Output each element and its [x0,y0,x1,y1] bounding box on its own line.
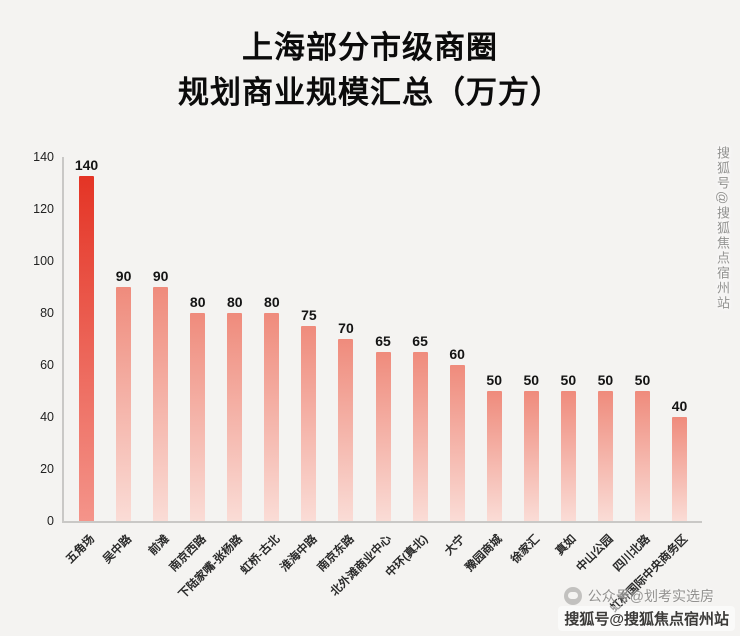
bar-column: 80 南京西路 [167,157,216,574]
chat-bubble-icon [563,587,582,605]
bar-value-label: 50 [634,372,651,388]
bar-column: 70 南京东路 [316,157,364,574]
bar [597,391,613,521]
y-axis-tick-label: 0 [47,514,54,528]
bar-value-label: 50 [560,372,577,388]
bar-value-label: 90 [152,268,169,284]
y-axis-tick-label: 100 [33,254,54,268]
bar-value-label: 60 [449,346,465,362]
bar-column: 65 北外滩商业中心 [328,157,402,599]
bar-value-label: 140 [74,157,99,173]
bar [190,313,206,521]
bar [375,352,391,521]
bar-column: 75 淮海中路 [279,157,327,574]
bar-column: 50 真如 [550,157,587,558]
x-axis-label: 徐家汇 [509,533,542,567]
chart-title-line2: 规划商业规模汇总（万方） [178,74,562,110]
bar-value-label: 50 [486,372,502,388]
x-axis-label: 前滩 [146,533,172,558]
bar-column: 40 虹桥国际中央商务区 [608,157,698,615]
y-axis-tick-label: 80 [40,306,54,320]
bar-value-label: 80 [189,294,206,310]
bar-value-label: 40 [671,398,688,414]
bar-value-label: 80 [264,294,280,310]
bar [264,313,280,521]
bar [560,391,576,521]
bar [634,391,650,521]
x-axis-label: 豫园商城 [463,533,505,575]
x-axis-label: 真如 [554,533,579,558]
bar [523,391,539,521]
bar-value-label: 50 [523,372,540,388]
bar-chart: 0 20 40 60 80 100 120 140 140 五角场 90 吴中路 90 前滩 80 南京西路… [33,150,702,615]
bar-column: 90 前滩 [142,157,179,558]
y-axis-tick-label: 20 [40,462,54,476]
bar-column: 65 中环(真北) [384,157,439,580]
y-axis-tick-label: 140 [33,150,54,164]
bar-column: 80 虹桥-古北 [239,157,290,577]
bar [486,391,502,521]
watermark-sohu: 搜狐号@搜狐焦点宿州站 [558,606,735,631]
bar-value-label: 65 [412,333,428,349]
y-axis-tick-label: 40 [40,410,54,424]
bar [116,287,132,521]
bar-column: 50 豫园商城 [464,157,513,574]
bar-column: 50 中山公园 [575,157,624,574]
chart-title-line1: 上海部分市级商圈 [242,30,498,65]
watermark-vertical: 搜狐号@搜狐焦点宿州站 [715,146,730,312]
y-axis-tick-label: 120 [33,202,54,216]
bar [412,352,428,521]
x-axis-label: 吴中路 [101,533,135,567]
bar [227,313,243,521]
bar [338,339,354,521]
bar-column: 140 五角场 [64,157,105,566]
bar [301,326,317,521]
bar-column: 50 四川北路 [612,157,661,574]
bar-column: 80 下陆家嘴-张杨路 [177,157,253,601]
bar-column: 50 徐家汇 [509,157,550,566]
bar-value-label: 65 [375,333,391,349]
bar-column: 90 吴中路 [101,157,142,566]
x-axis-label: 中山公园 [575,533,617,575]
bar-value-label: 70 [338,320,354,336]
bar-value-label: 80 [226,294,243,310]
bar-column: 60 大宁 [439,157,476,558]
bar-value-label: 90 [115,268,132,284]
bar [79,176,95,521]
bar-value-label: 75 [301,307,317,323]
bar [449,365,465,521]
y-axis-tick-label: 60 [40,358,54,372]
x-axis-label: 五角场 [64,533,98,567]
plot-area: 140 五角场 90 吴中路 90 前滩 80 南京西路 80 下陆家嘴-张杨路 80 虹桥-古北 75… [64,157,702,615]
chart-title: 上海部分市级商圈 规划商业规模汇总（万方） [0,26,740,116]
bar [153,287,169,521]
watermark-gongzhonghao: 公众号@划考实选房 [563,586,714,606]
bar-value-label: 50 [597,372,614,388]
x-axis-label: 虹桥-古北 [238,533,283,577]
watermark-gongzhonghao-text: 公众号@划考实选房 [587,588,714,604]
bar [672,417,688,521]
x-axis-label: 淮海中路 [278,533,320,575]
x-axis-label: 大宁 [443,533,468,558]
